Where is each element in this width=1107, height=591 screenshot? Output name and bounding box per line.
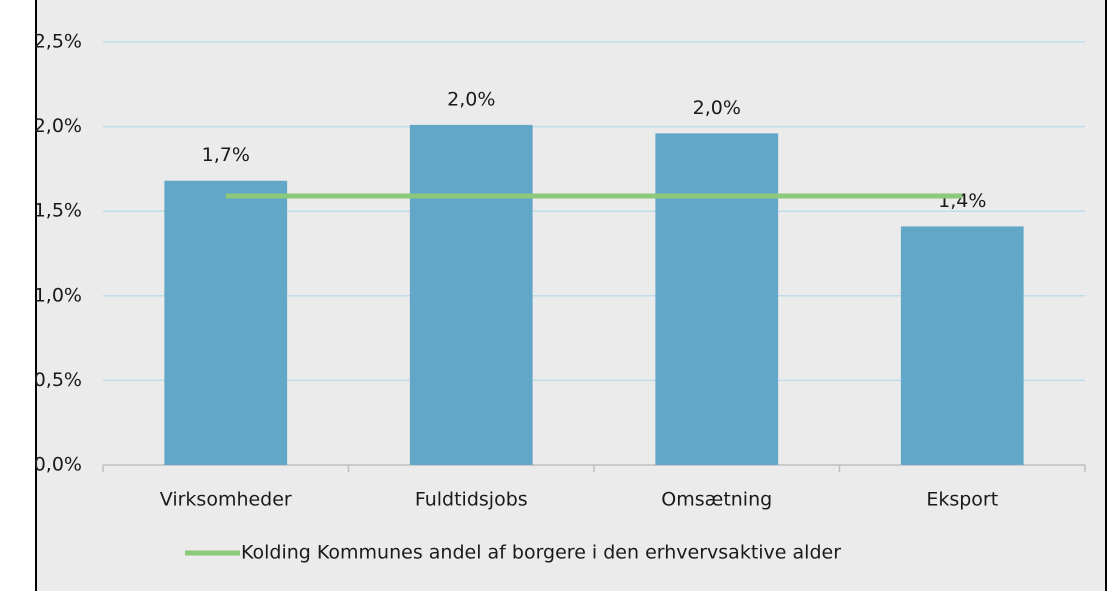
y-tick-label: 0,0% — [34, 454, 82, 476]
data-label: 1,7% — [202, 144, 250, 166]
data-label: 1,4% — [938, 190, 986, 212]
data-label: 2,0% — [447, 88, 495, 110]
data-label: 2,0% — [693, 97, 741, 119]
bar — [409, 124, 533, 466]
bar — [655, 133, 779, 466]
x-tick-label: Omsætning — [661, 489, 772, 511]
y-tick-label: 0,5% — [34, 369, 82, 391]
x-tick-label: Fuldtidsjobs — [415, 489, 528, 511]
x-tick-label: Eksport — [926, 489, 998, 511]
bar — [900, 226, 1024, 465]
legend-label: Kolding Kommunes andel af borgere i den … — [241, 542, 841, 564]
y-tick-label: 1,0% — [34, 284, 82, 306]
y-tick-label: 2,5% — [34, 31, 82, 53]
y-tick-label: 1,5% — [34, 200, 82, 222]
bar — [164, 180, 288, 465]
y-tick-label: 2,0% — [34, 115, 82, 137]
x-tick-label: Virksomheder — [160, 489, 292, 511]
